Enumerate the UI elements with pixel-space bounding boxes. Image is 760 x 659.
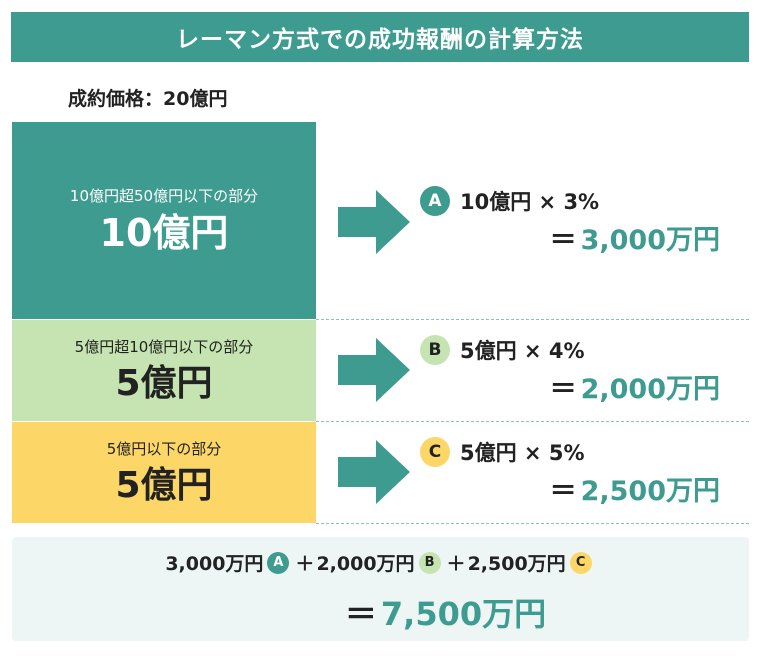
badge-c: C: [569, 551, 592, 574]
page-title: レーマン方式での成功報酬の計算方法: [11, 12, 749, 62]
calc-formula: 5億円 × 5%: [460, 441, 585, 465]
badge-a: A: [267, 551, 290, 574]
tier-caption: 5億円超10億円以下の部分: [74, 338, 254, 357]
equals-sign: ＝: [344, 595, 377, 633]
dashed-divider: [316, 421, 749, 422]
dashed-divider: [316, 523, 749, 524]
dashed-divider: [316, 319, 749, 320]
total-part-b: 2,000万円: [316, 553, 415, 575]
calc-result: 3,000万円: [580, 225, 720, 256]
equals-sign: ＝: [549, 476, 577, 507]
calc-formula: 10億円 × 3%: [460, 190, 600, 214]
total-part-c: 2,500万円: [467, 553, 566, 575]
badge-a: A: [420, 186, 450, 216]
calc-block-c: C 5億円 × 5% ＝ 2,500万円: [420, 437, 750, 508]
plus-sign: ＋: [446, 553, 466, 575]
total-part-a: 3,000万円: [165, 553, 264, 575]
calc-block-b: B 5億円 × 4% ＝ 2,000万円: [420, 335, 750, 406]
tier-box-upper: 10億円超50億円以下の部分 10億円: [12, 122, 316, 319]
deal-price-label: 成約価格：20億円: [68, 88, 228, 110]
total-result-line: ＝ 7,500万円: [12, 589, 749, 635]
badge-b: B: [418, 551, 441, 574]
tier-amount: 5億円: [115, 363, 213, 405]
calc-result: 2,000万円: [580, 374, 720, 405]
plus-sign: ＋: [295, 553, 315, 575]
tier-amount: 10億円: [99, 211, 229, 256]
total-sum-line: 3,000万円 A ＋ 2,000万円 B ＋ 2,500万円 C: [12, 549, 749, 576]
arrow-right-icon: [338, 338, 410, 402]
tier-box-middle: 5億円超10億円以下の部分 5億円: [12, 320, 316, 421]
arrow-right-icon: [338, 440, 410, 504]
tier-amount: 5億円: [115, 465, 213, 507]
tier-caption: 5億円以下の部分: [106, 440, 222, 459]
equals-sign: ＝: [549, 374, 577, 405]
tier-box-lower: 5億円以下の部分 5億円: [12, 422, 316, 523]
total-box: 3,000万円 A ＋ 2,000万円 B ＋ 2,500万円 C ＝ 7,500…: [12, 537, 749, 641]
equals-sign: ＝: [549, 225, 577, 256]
arrow-right-icon: [338, 190, 410, 254]
calc-result: 2,500万円: [580, 476, 720, 507]
total-result: 7,500万円: [380, 595, 547, 633]
badge-c: C: [420, 437, 450, 467]
badge-b: B: [420, 335, 450, 365]
calc-block-a: A 10億円 × 3% ＝ 3,000万円: [420, 186, 750, 257]
tier-caption: 10億円超50億円以下の部分: [69, 187, 259, 206]
calc-formula: 5億円 × 4%: [460, 339, 585, 363]
